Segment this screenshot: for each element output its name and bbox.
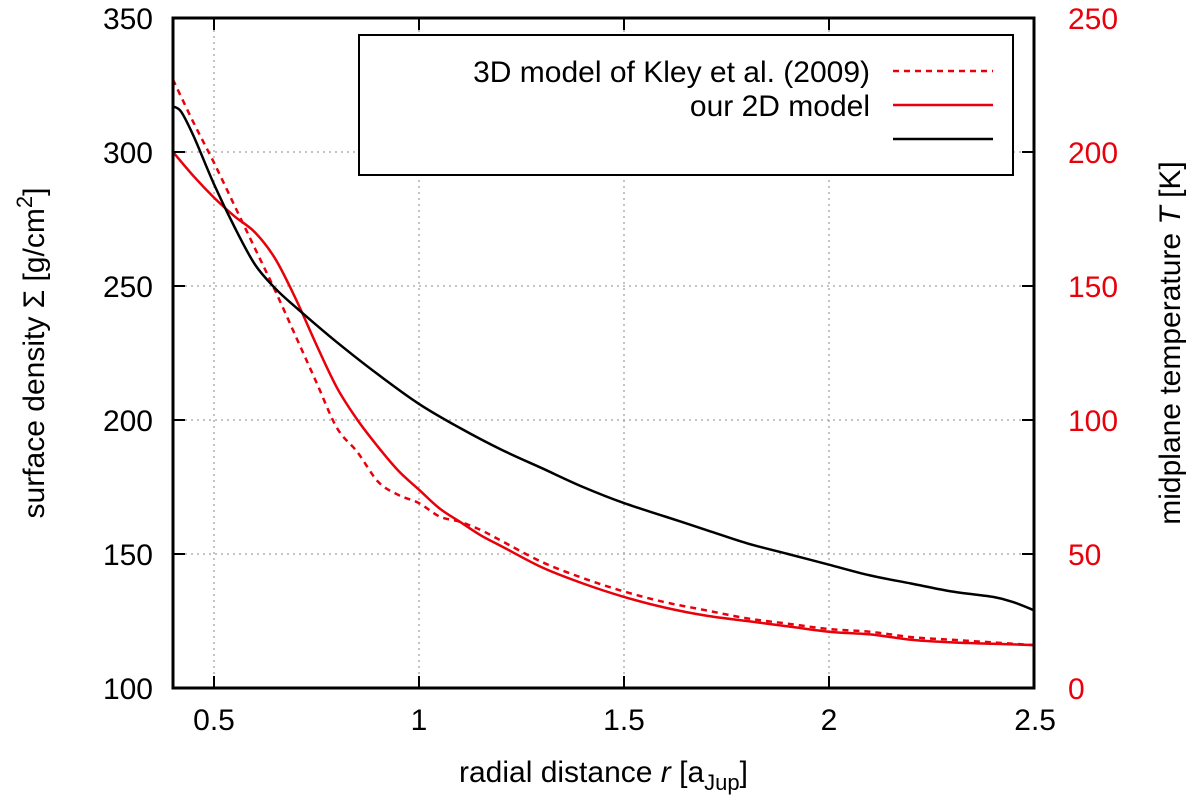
x-tick-label: 0.5 — [193, 704, 235, 737]
x-tick-label: 1.5 — [603, 704, 645, 737]
plot-frame — [171, 16, 1036, 690]
legend-entries: 3D model of Kley et al. (2009)our 2D mod… — [473, 56, 993, 141]
y-left-tick-label: 350 — [103, 3, 153, 36]
x-axis-title: radial distance r [aJup] — [459, 756, 748, 795]
y-left-tick-label: 100 — [103, 673, 153, 706]
y-right-tick-label: 50 — [1068, 539, 1101, 572]
x-tick-label: 1 — [411, 704, 428, 737]
y-right-tick-label: 150 — [1068, 271, 1118, 304]
series-lines — [171, 79, 1035, 647]
y-right-axis-title: midplane temperature T [K] — [1154, 161, 1187, 525]
series-line-1 — [172, 151, 1035, 647]
x-tick-label: 2.5 — [1014, 704, 1056, 737]
y-left-axis-title: surface density Σ [g/cm2] — [12, 188, 51, 519]
y-left-tick-label: 150 — [103, 539, 153, 572]
y-left-tick-label: 300 — [103, 137, 153, 170]
y-right-tick-label: 200 — [1068, 137, 1118, 170]
legend-label-1: our 2D model — [690, 90, 870, 123]
y-right-tick-label: 0 — [1068, 673, 1085, 706]
y-left-tick-label: 250 — [103, 271, 153, 304]
y-left-tick-label: 200 — [103, 405, 153, 438]
grid-lines — [173, 18, 1034, 688]
y-right-tick-label: 100 — [1068, 405, 1118, 438]
y-right-tick-label: 250 — [1068, 3, 1118, 36]
legend: 3D model of Kley et al. (2009)our 2D mod… — [358, 34, 1014, 176]
ticks: 0.5 1 1.5 2 2.5 100 150 200 250 300 350 0 50 100 150 20… — [103, 3, 1118, 737]
x-tick-label: 2 — [821, 704, 838, 737]
legend-label-0: 3D model of Kley et al. (2009) — [473, 56, 870, 89]
series-line-2 — [172, 105, 1035, 612]
